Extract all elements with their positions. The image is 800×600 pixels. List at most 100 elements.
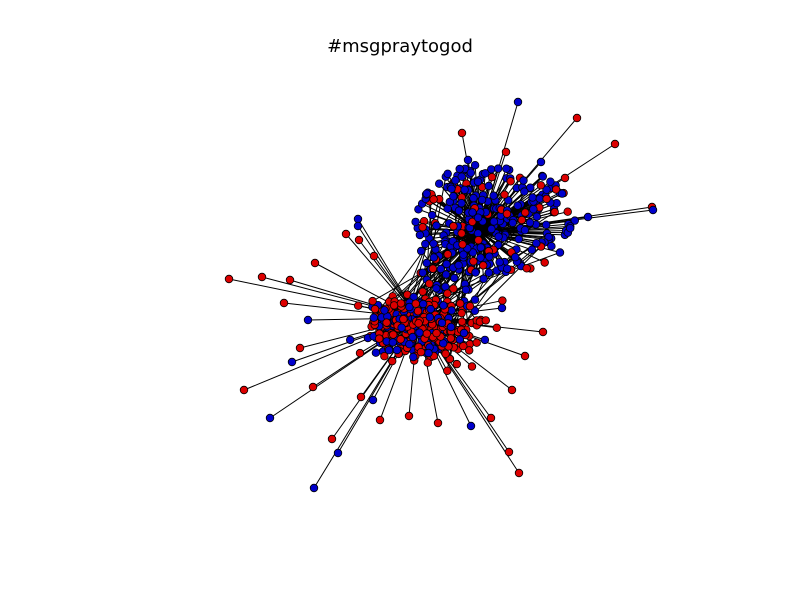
graph-node-blue (648, 205, 658, 215)
graph-node-blue (353, 214, 363, 224)
graph-node-red (500, 190, 509, 199)
graph-node-red (380, 352, 389, 361)
graph-node-red (540, 258, 549, 267)
graph-node-blue (461, 285, 470, 294)
graph-node-red (550, 207, 559, 217)
graph-node-blue (484, 181, 493, 191)
graph-node-red (456, 299, 465, 308)
graph-node-blue (504, 196, 513, 205)
graph-node-red (327, 434, 337, 444)
graph-node-red (501, 147, 511, 157)
graph-node-blue (451, 176, 460, 185)
graph-node-blue (439, 301, 448, 310)
graph-node-blue (468, 208, 477, 217)
graph-node-blue (450, 273, 459, 283)
graph-node-red (308, 382, 318, 392)
graph-node-red (468, 217, 477, 227)
graph-node-blue (424, 348, 433, 358)
graph-node-blue (508, 218, 517, 228)
graph-node-red (399, 314, 408, 324)
graph-node-red (404, 411, 414, 421)
graph-node-blue (432, 284, 441, 293)
graph-node-red (279, 298, 289, 308)
graph-node-blue (429, 239, 438, 248)
graph-node-blue (487, 224, 496, 234)
graph-node-red (449, 284, 458, 293)
graph-node-red (433, 418, 443, 428)
graph-node-blue (437, 318, 447, 328)
graph-node-red (457, 308, 466, 318)
node-layer (224, 97, 658, 493)
graph-node-red (375, 334, 384, 343)
graph-node-red (542, 194, 551, 204)
graph-node-blue (529, 204, 538, 214)
graph-node-red (389, 330, 398, 339)
graph-node-blue (466, 421, 476, 431)
graph-node-blue (527, 245, 537, 254)
graph-node-blue (432, 221, 441, 230)
graph-node-blue (415, 230, 425, 240)
graph-node-blue (532, 212, 542, 221)
graph-node-red (536, 181, 546, 190)
graph-node-red (285, 275, 295, 285)
graph-node-blue (426, 304, 435, 314)
graph-node-red (416, 348, 426, 357)
graph-node-blue (455, 164, 464, 174)
graph-node-red (354, 301, 363, 310)
graph-node-blue (495, 258, 504, 267)
graph-node-blue (546, 177, 555, 186)
graph-node-blue (425, 313, 435, 322)
graph-node-blue (419, 299, 428, 309)
graph-node-red (449, 221, 458, 231)
graph-node-red (502, 209, 512, 218)
graph-node-blue (463, 155, 473, 165)
graph-node-blue (489, 217, 499, 226)
graph-node-blue (287, 357, 297, 367)
graph-node-blue (405, 340, 414, 349)
graph-node-red (446, 334, 455, 343)
graph-node-blue (449, 192, 458, 201)
graph-node-blue (502, 164, 511, 173)
graph-node-blue (418, 268, 427, 277)
graph-node-red (429, 195, 438, 204)
graph-node-red (375, 415, 385, 425)
graph-node-red (389, 301, 399, 310)
graph-node-red (469, 257, 478, 266)
graph-node-blue (409, 352, 418, 362)
graph-node-red (560, 173, 570, 183)
graph-node-red (432, 328, 441, 338)
graph-node-red (506, 177, 515, 186)
graph-node-blue (422, 189, 431, 198)
graph-node-red (504, 447, 514, 457)
graph-node-red (396, 335, 405, 344)
graph-node-blue (520, 187, 529, 196)
graph-node-blue (477, 195, 487, 205)
graph-node-red (310, 258, 320, 268)
graph-node-red (457, 229, 466, 238)
graph-node-red (443, 366, 452, 375)
graph-node-red (520, 351, 530, 361)
graph-node-blue (428, 210, 437, 220)
graph-node-blue (447, 184, 456, 193)
graph-node-blue (566, 223, 575, 233)
graph-node-red (382, 318, 391, 327)
graph-node-red (467, 362, 477, 371)
graph-node-red (355, 348, 365, 358)
graph-node-blue (417, 246, 426, 256)
graph-node-blue (525, 218, 535, 227)
graph-node-red (465, 346, 474, 355)
graph-node-red (239, 385, 249, 395)
graph-node-blue (555, 248, 565, 257)
graph-node-blue (547, 241, 556, 251)
graph-title: #msgpraytogod (327, 36, 473, 57)
graph-node-blue (469, 193, 478, 203)
graph-node-red (452, 359, 461, 369)
graph-node-blue (536, 157, 546, 167)
graph-node-blue (408, 332, 417, 342)
graph-node-red (441, 349, 450, 358)
graph-node-red (425, 279, 434, 288)
graph-node-red (486, 413, 496, 423)
graph-node-blue (519, 176, 528, 185)
graph-node-blue (538, 172, 547, 181)
graph-node-blue (542, 185, 551, 194)
